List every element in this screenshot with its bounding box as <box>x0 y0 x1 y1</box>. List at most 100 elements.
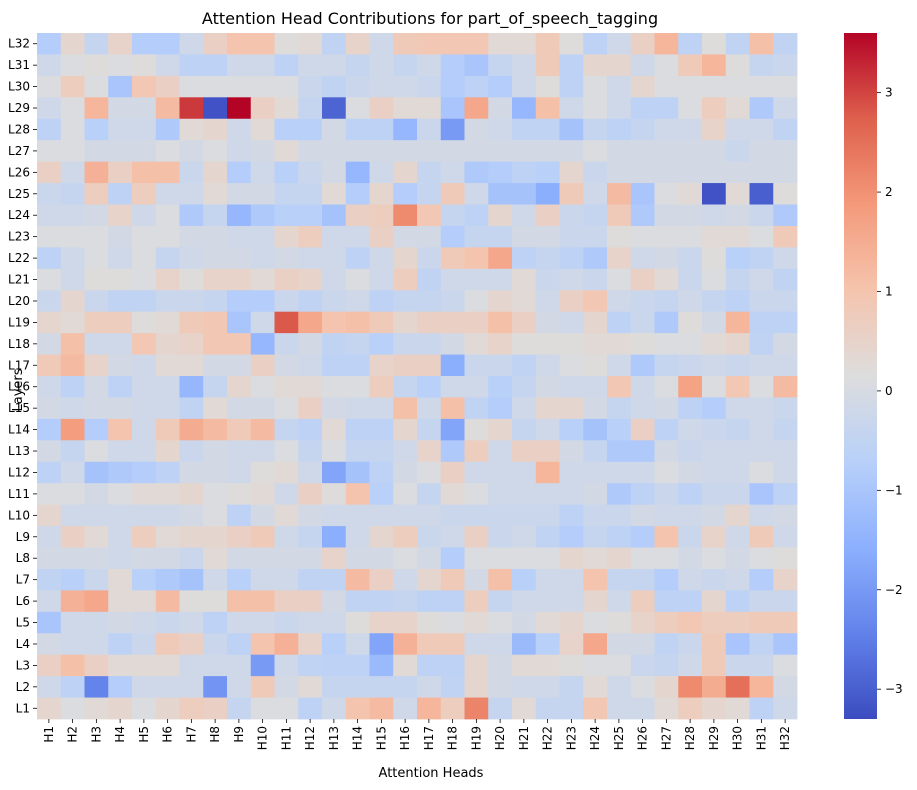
heatmap-cell <box>393 633 418 656</box>
heatmap-cell <box>393 590 418 613</box>
heatmap-cell <box>227 268 252 291</box>
heatmap-cell <box>179 140 204 163</box>
heatmap-cell <box>108 54 133 77</box>
heatmap-cell <box>250 333 275 355</box>
heatmap-cell <box>535 376 560 398</box>
heatmap-cell <box>274 397 299 420</box>
heatmap-cell <box>298 697 323 720</box>
heatmap-cell <box>749 140 774 163</box>
heatmap-cell <box>678 654 703 677</box>
heatmap-cell <box>250 397 275 420</box>
heatmap-cell <box>702 225 727 248</box>
heatmap-cell <box>274 204 299 227</box>
x-tick-label: H28 <box>683 726 697 750</box>
heatmap-cell <box>155 75 180 98</box>
heatmap-cell <box>155 183 180 205</box>
heatmap-cell <box>108 140 133 163</box>
heatmap-cell <box>155 440 180 463</box>
heatmap-cell <box>84 33 109 55</box>
heatmap-cell <box>583 140 608 163</box>
x-tick-label: H16 <box>398 726 412 750</box>
heatmap-cell <box>345 526 370 548</box>
heatmap-cell <box>654 311 679 334</box>
heatmap-cell <box>345 75 370 98</box>
heatmap-cell <box>132 397 157 420</box>
heatmap-cell <box>678 483 703 506</box>
x-tick-label: H7 <box>184 726 198 743</box>
heatmap-cell <box>155 590 180 613</box>
heatmap-cell <box>345 33 370 55</box>
heatmap-cell <box>203 526 228 548</box>
heatmap-cell <box>440 590 465 613</box>
heatmap-cell <box>393 247 418 270</box>
heatmap-cell <box>630 526 655 548</box>
heatmap-cell <box>60 140 85 163</box>
heatmap-cell <box>60 75 85 98</box>
heatmap-cell <box>417 611 442 634</box>
heatmap-cell <box>84 75 109 98</box>
heatmap-cell <box>630 333 655 355</box>
heatmap-cell <box>464 676 489 698</box>
heatmap-cell <box>369 183 394 205</box>
heatmap-cell <box>607 504 632 527</box>
heatmap-cell <box>60 204 85 227</box>
heatmap-cell <box>274 311 299 334</box>
heatmap-cell <box>464 140 489 163</box>
heatmap-cell <box>773 461 798 484</box>
heatmap-cell <box>725 654 750 677</box>
heatmap-cell <box>298 547 323 570</box>
heatmap-cell <box>654 268 679 291</box>
heatmap-cell <box>725 397 750 420</box>
heatmap-cell <box>84 418 109 441</box>
heatmap-cell <box>583 333 608 355</box>
heatmap-cell <box>179 697 204 720</box>
heatmap-cell <box>559 418 584 441</box>
heatmap-cell <box>773 118 798 141</box>
heatmap-cell <box>393 161 418 184</box>
heatmap-cell <box>322 75 347 98</box>
heatmap-cell <box>60 247 85 270</box>
heatmap-cell <box>725 676 750 698</box>
heatmap-cell <box>440 568 465 591</box>
heatmap-cell <box>37 183 62 205</box>
heatmap-cell <box>108 97 133 120</box>
heatmap-cell <box>678 97 703 120</box>
heatmap-cell <box>559 225 584 248</box>
heatmap-cell <box>702 676 727 698</box>
heatmap-cell <box>749 504 774 527</box>
heatmap-cell <box>678 204 703 227</box>
heatmap-cell <box>179 204 204 227</box>
heatmap-cell <box>464 590 489 613</box>
heatmap-cell <box>322 54 347 77</box>
heatmap-cell <box>250 633 275 656</box>
heatmap-cell <box>678 697 703 720</box>
heatmap-cell <box>393 547 418 570</box>
heatmap-cell <box>37 225 62 248</box>
heatmap-cell <box>607 75 632 98</box>
heatmap-cell <box>702 311 727 334</box>
heatmap-cell <box>179 97 204 120</box>
heatmap-cell <box>84 611 109 634</box>
heatmap-cell <box>203 504 228 527</box>
heatmap-cell <box>274 161 299 184</box>
heatmap-cell <box>773 676 798 698</box>
heatmap-cell <box>37 97 62 120</box>
heatmap-cell <box>654 333 679 355</box>
heatmap-cell <box>725 33 750 55</box>
x-tick-label: H3 <box>89 726 103 743</box>
heatmap-cell <box>630 697 655 720</box>
heatmap-cell <box>488 376 513 398</box>
heatmap-cell <box>203 633 228 656</box>
x-tick-label: H20 <box>493 726 507 750</box>
heatmap-cell <box>250 140 275 163</box>
heatmap-cell <box>535 654 560 677</box>
heatmap-cell <box>512 611 537 634</box>
heatmap-cell <box>417 526 442 548</box>
y-tick-label: L24 <box>8 208 30 222</box>
heatmap-cell <box>417 268 442 291</box>
x-tick-label: H5 <box>137 726 151 743</box>
heatmap-cell <box>559 33 584 55</box>
heatmap-cell <box>132 54 157 77</box>
heatmap-cell <box>250 354 275 377</box>
heatmap-cell <box>583 526 608 548</box>
